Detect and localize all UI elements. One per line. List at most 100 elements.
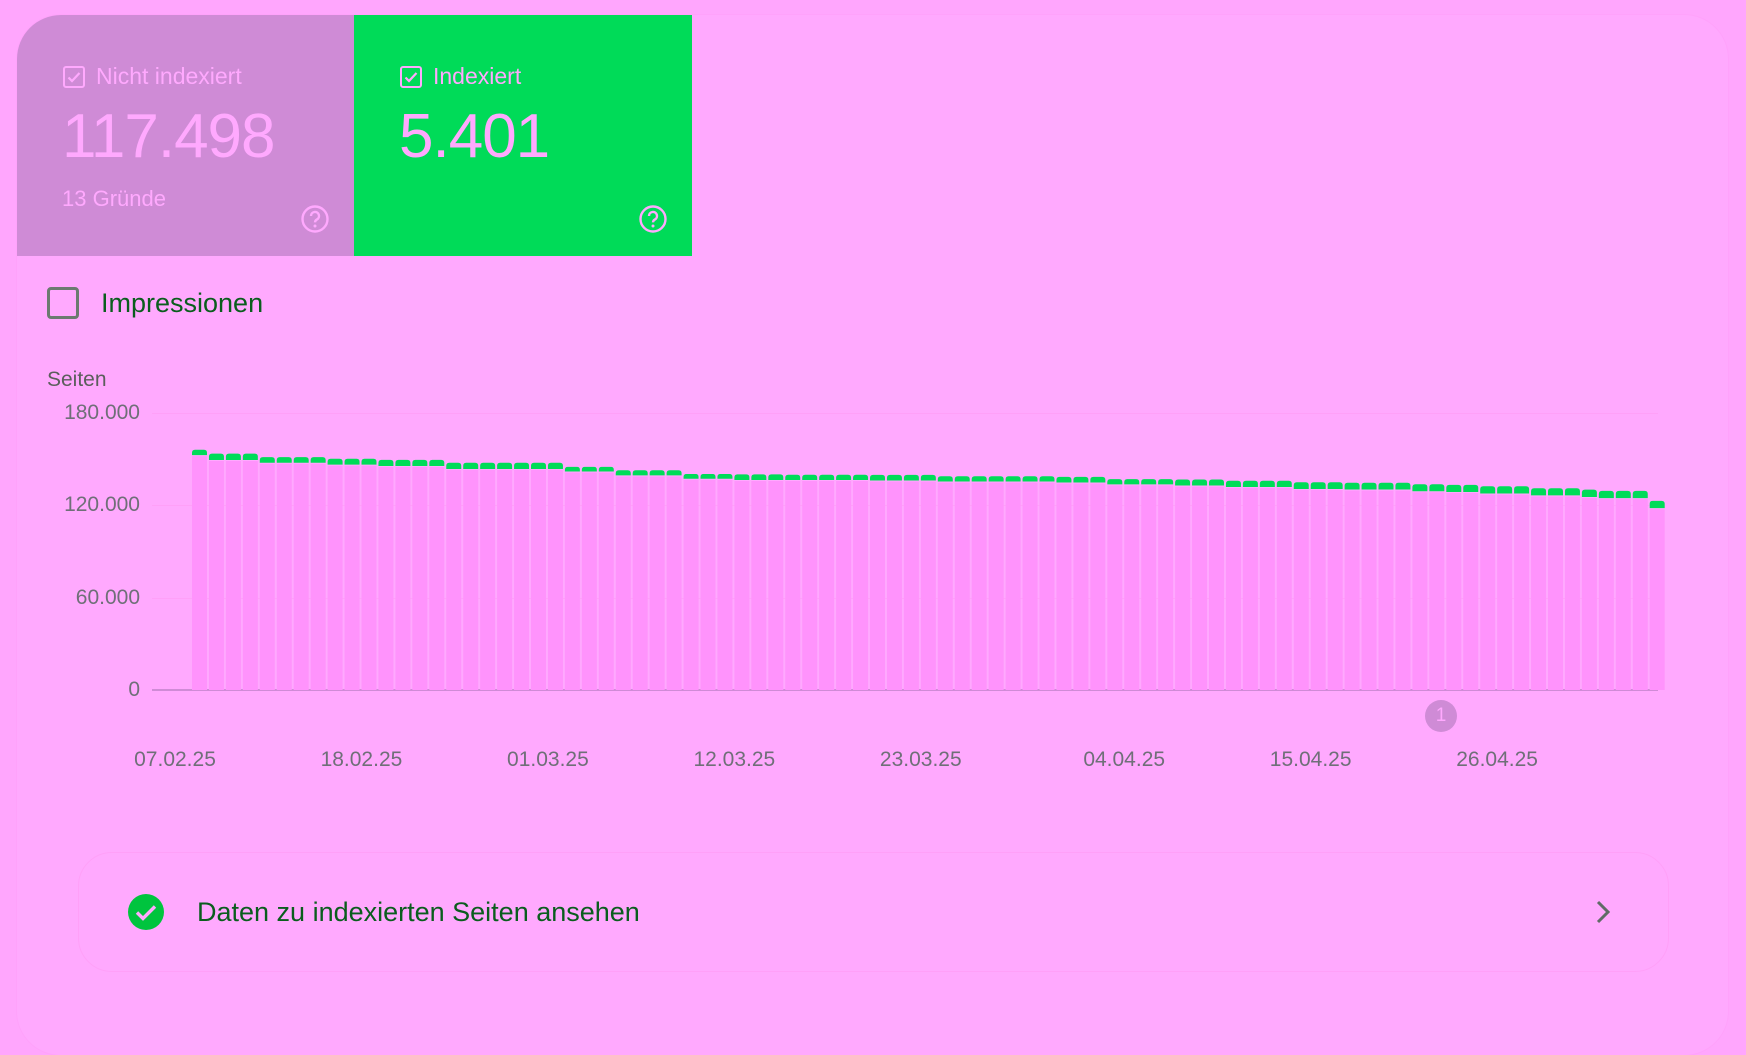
tile-indexed[interactable]: Indexiert 5.401 xyxy=(354,15,692,256)
bar-not-indexed[interactable] xyxy=(242,461,258,690)
bar-not-indexed[interactable] xyxy=(632,476,648,690)
bar-indexed[interactable] xyxy=(1395,482,1411,490)
bar-indexed[interactable] xyxy=(378,459,394,467)
bar-not-indexed[interactable] xyxy=(310,463,326,690)
bar-indexed[interactable] xyxy=(1649,500,1665,509)
bar-indexed[interactable] xyxy=(717,473,733,479)
bar-indexed[interactable] xyxy=(564,466,580,472)
bar-indexed[interactable] xyxy=(1158,479,1174,485)
bar-indexed[interactable] xyxy=(853,474,869,481)
bar-not-indexed[interactable] xyxy=(1276,487,1292,690)
bar-not-indexed[interactable] xyxy=(1564,496,1580,690)
bar-indexed[interactable] xyxy=(1242,480,1258,487)
bar-not-indexed[interactable] xyxy=(1175,486,1191,690)
bar-indexed[interactable] xyxy=(531,462,546,469)
bar-not-indexed[interactable] xyxy=(768,481,784,690)
bar-not-indexed[interactable] xyxy=(683,479,699,690)
tile-not-indexed[interactable]: Nicht indexiert 117.498 13 Gründe xyxy=(17,15,354,256)
bar-indexed[interactable] xyxy=(1598,490,1614,499)
bar-indexed[interactable] xyxy=(954,476,970,482)
help-icon[interactable] xyxy=(300,204,330,234)
bar-not-indexed[interactable] xyxy=(1310,489,1326,690)
bar-indexed[interactable] xyxy=(1344,482,1360,490)
bar-indexed[interactable] xyxy=(802,474,818,481)
bar-indexed[interactable] xyxy=(870,474,885,481)
bar-not-indexed[interactable] xyxy=(666,476,682,690)
bar-indexed[interactable] xyxy=(886,474,902,481)
impressions-toggle[interactable]: Impressionen xyxy=(47,287,263,319)
bar-not-indexed[interactable] xyxy=(988,482,1004,690)
bar-not-indexed[interactable] xyxy=(649,476,665,690)
bar-not-indexed[interactable] xyxy=(208,461,224,690)
bar-indexed[interactable] xyxy=(937,476,953,482)
bar-not-indexed[interactable] xyxy=(1463,493,1479,690)
bar-not-indexed[interactable] xyxy=(1548,496,1563,690)
bar-indexed[interactable] xyxy=(1564,488,1580,496)
view-indexed-pages-link[interactable]: Daten zu indexierten Seiten ansehen xyxy=(78,852,1669,972)
bar-not-indexed[interactable] xyxy=(717,479,733,690)
bar-not-indexed[interactable] xyxy=(1480,494,1496,690)
bar-indexed[interactable] xyxy=(225,453,241,461)
bar-not-indexed[interactable] xyxy=(1344,490,1360,690)
bar-not-indexed[interactable] xyxy=(971,482,987,690)
help-icon[interactable] xyxy=(638,204,668,234)
bar-not-indexed[interactable] xyxy=(1514,494,1530,690)
bar-not-indexed[interactable] xyxy=(1446,493,1462,690)
bar-indexed[interactable] xyxy=(683,473,699,479)
bar-not-indexed[interactable] xyxy=(1429,492,1445,690)
bar-indexed[interactable] xyxy=(1480,486,1496,494)
bar-not-indexed[interactable] xyxy=(1581,497,1597,690)
bar-indexed[interactable] xyxy=(1531,488,1547,496)
bar-indexed[interactable] xyxy=(903,474,919,481)
bar-not-indexed[interactable] xyxy=(1242,487,1258,690)
bar-not-indexed[interactable] xyxy=(1056,483,1072,690)
bar-indexed[interactable] xyxy=(819,474,835,481)
bar-not-indexed[interactable] xyxy=(1090,483,1106,690)
bar-indexed[interactable] xyxy=(514,462,530,469)
bar-not-indexed[interactable] xyxy=(395,467,411,690)
bar-not-indexed[interactable] xyxy=(1005,482,1021,690)
bar-not-indexed[interactable] xyxy=(1141,485,1157,690)
bar-not-indexed[interactable] xyxy=(954,482,970,690)
bar-indexed[interactable] xyxy=(1259,480,1275,487)
bar-not-indexed[interactable] xyxy=(870,481,885,690)
bar-indexed[interactable] xyxy=(429,459,445,467)
bar-not-indexed[interactable] xyxy=(886,481,902,690)
bar-not-indexed[interactable] xyxy=(276,463,292,690)
bar-not-indexed[interactable] xyxy=(1158,485,1174,690)
bar-indexed[interactable] xyxy=(1276,480,1292,487)
bar-indexed[interactable] xyxy=(242,453,258,461)
bar-not-indexed[interactable] xyxy=(1107,485,1123,690)
bar-indexed[interactable] xyxy=(293,457,309,463)
bar-indexed[interactable] xyxy=(1463,484,1479,493)
bar-indexed[interactable] xyxy=(1497,486,1513,494)
bar-not-indexed[interactable] xyxy=(1073,483,1089,690)
bar-indexed[interactable] xyxy=(1361,482,1377,490)
bar-indexed[interactable] xyxy=(1378,482,1394,490)
bar-indexed[interactable] xyxy=(208,453,224,461)
bar-not-indexed[interactable] xyxy=(547,469,563,690)
bar-indexed[interactable] xyxy=(785,474,801,481)
bar-not-indexed[interactable] xyxy=(327,465,343,690)
bar-not-indexed[interactable] xyxy=(615,476,631,690)
bar-indexed[interactable] xyxy=(1548,488,1563,496)
bar-not-indexed[interactable] xyxy=(412,467,428,690)
bar-not-indexed[interactable] xyxy=(497,469,513,690)
bar-indexed[interactable] xyxy=(1412,484,1428,492)
bar-indexed[interactable] xyxy=(480,462,496,469)
bar-indexed[interactable] xyxy=(344,458,360,465)
bar-not-indexed[interactable] xyxy=(1225,487,1241,690)
bar-indexed[interactable] xyxy=(547,462,563,469)
bar-not-indexed[interactable] xyxy=(700,479,716,690)
bar-not-indexed[interactable] xyxy=(819,481,835,690)
bar-not-indexed[interactable] xyxy=(1598,499,1614,690)
checkbox-checked-icon[interactable] xyxy=(62,65,86,89)
bar-not-indexed[interactable] xyxy=(853,481,869,690)
bar-indexed[interactable] xyxy=(259,457,275,463)
bar-indexed[interactable] xyxy=(1090,476,1106,483)
bar-indexed[interactable] xyxy=(1039,476,1055,482)
bar-not-indexed[interactable] xyxy=(751,481,767,690)
bar-not-indexed[interactable] xyxy=(1209,486,1224,690)
bar-indexed[interactable] xyxy=(192,449,207,456)
bar-indexed[interactable] xyxy=(700,473,716,479)
